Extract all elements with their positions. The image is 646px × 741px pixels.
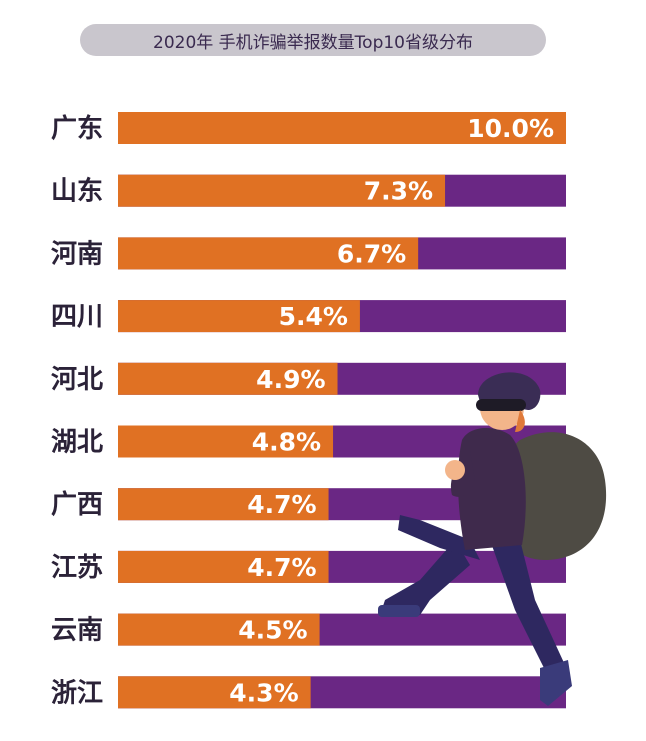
thief-body (458, 428, 526, 550)
bar-9 (118, 676, 311, 709)
value-label-3: 5.4% (279, 302, 348, 331)
chart-title: 2020年 手机诈骗举报数量Top10省级分布 (153, 32, 473, 53)
category-label-5: 湖北 (51, 428, 103, 458)
bar-2 (118, 237, 419, 270)
bars-group: 广东 10.0% 山东 7.3% 河南 6.7% 四川 5.4% 河北 4.9% 湖北 4.8% 广西 4… (51, 112, 566, 709)
category-label-1: 山东 (51, 176, 103, 207)
bar-3 (118, 300, 360, 333)
value-label-6: 4.7% (247, 490, 316, 519)
category-label-9: 浙江 (51, 678, 103, 708)
loot-sack (499, 432, 607, 560)
bar-7 (118, 550, 329, 583)
category-label-3: 四川 (51, 302, 103, 332)
bar-1 (118, 174, 446, 207)
value-label-1: 7.3% (364, 177, 433, 206)
back-leg (380, 540, 470, 615)
category-label-6: 广西 (51, 490, 103, 520)
front-leg (490, 540, 565, 670)
category-label-0: 广东 (51, 113, 103, 144)
value-label-4: 4.9% (256, 365, 325, 394)
category-label-4: 河北 (51, 365, 103, 395)
category-label-2: 河南 (51, 239, 103, 269)
bar-4 (118, 362, 338, 395)
value-label-5: 4.8% (252, 428, 321, 457)
category-label-8: 云南 (51, 616, 103, 646)
category-label-7: 江苏 (51, 553, 103, 583)
chart-title-pill: 2020年 手机诈骗举报数量Top10省级分布 (80, 24, 546, 56)
eye-mask (476, 399, 526, 411)
bar-8 (118, 613, 320, 646)
thief-illustration (378, 372, 607, 706)
value-label-7: 4.7% (247, 553, 316, 582)
bar-6 (118, 488, 329, 521)
value-label-9: 4.3% (229, 678, 298, 707)
value-label-8: 4.5% (238, 616, 307, 645)
bar-0 (118, 112, 566, 144)
bar-5 (118, 425, 334, 458)
value-label-0: 10.0% (467, 114, 554, 143)
value-label-2: 6.7% (337, 239, 406, 268)
